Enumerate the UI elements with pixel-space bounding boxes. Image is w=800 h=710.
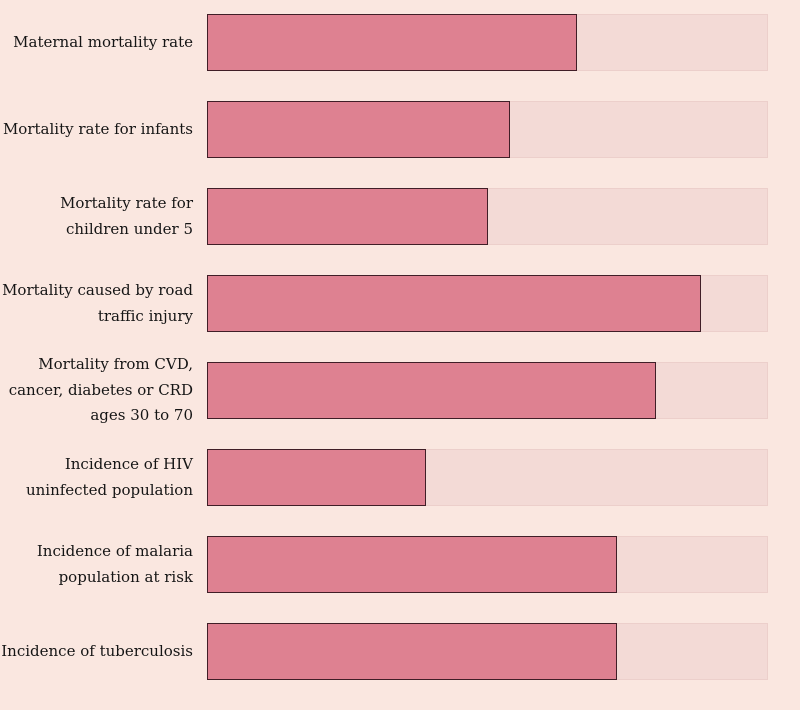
bar-row: Maternal mortality rate [0,14,768,71]
bar-row: Mortality rate for infants [0,101,768,158]
bar-row: Incidence of malaria population at risk [0,536,768,593]
category-label: Mortality rate for infants [2,119,193,138]
bar-row: Incidence of HIV uninfected population [0,449,768,506]
bar [207,275,701,332]
category-label: Incidence of malaria population at risk [36,542,193,586]
bar-area [207,188,768,245]
bar-row: Mortality from CVD, cancer, diabetes or … [0,355,768,425]
bar-area [207,101,768,158]
category-label: Mortality rate for children under 5 [60,194,193,238]
category-label: Incidence of HIV uninfected population [25,455,193,499]
bar [207,623,617,680]
bar [207,188,488,245]
bar-area [207,449,768,506]
bar [207,14,578,71]
bar-area [207,623,768,680]
bar-row: Mortality rate for children under 5 [0,188,768,245]
bar-area [207,536,768,593]
category-label: Incidence of tuberculosis [1,641,193,660]
bar-area [207,275,768,332]
bar-area [207,362,768,419]
bar [207,101,510,158]
category-label: Mortality caused by road traffic injury [2,281,193,325]
bar [207,536,617,593]
category-label: Maternal mortality rate [13,32,193,51]
bar-row: Mortality caused by road traffic injury [0,275,768,332]
bar-area [207,14,768,71]
bar [207,362,656,419]
bar-row: Incidence of tuberculosis [0,623,768,680]
category-label: Mortality from CVD, cancer, diabetes or … [8,355,193,425]
bar [207,449,426,506]
